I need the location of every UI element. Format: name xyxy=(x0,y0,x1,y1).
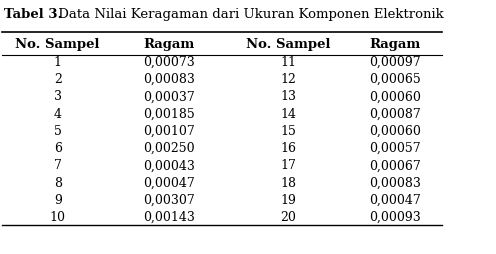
Text: No. Sampel: No. Sampel xyxy=(15,38,100,51)
Text: 7: 7 xyxy=(54,159,62,172)
Text: Ragam: Ragam xyxy=(143,38,194,51)
Text: 0,00060: 0,00060 xyxy=(369,90,421,103)
Text: 0,00067: 0,00067 xyxy=(369,159,421,172)
Text: 0,00047: 0,00047 xyxy=(143,177,194,190)
Text: 0,00307: 0,00307 xyxy=(143,194,194,207)
Text: 15: 15 xyxy=(281,125,297,138)
Text: 0,00107: 0,00107 xyxy=(143,125,194,138)
Text: 0,00057: 0,00057 xyxy=(369,142,421,155)
Text: 0,00250: 0,00250 xyxy=(143,142,194,155)
Text: 0,00143: 0,00143 xyxy=(143,211,194,224)
Text: 19: 19 xyxy=(281,194,297,207)
Text: 0,00093: 0,00093 xyxy=(369,211,421,224)
Text: 3: 3 xyxy=(54,90,62,103)
Text: 0,00097: 0,00097 xyxy=(369,56,421,69)
Text: 4: 4 xyxy=(54,107,62,121)
Text: 16: 16 xyxy=(280,142,297,155)
Text: 0,00083: 0,00083 xyxy=(143,73,194,86)
Text: 1: 1 xyxy=(54,56,62,69)
Text: 0,00185: 0,00185 xyxy=(143,107,194,121)
Text: 13: 13 xyxy=(280,90,297,103)
Text: 0,00073: 0,00073 xyxy=(143,56,194,69)
Text: 18: 18 xyxy=(280,177,297,190)
Text: 0,00037: 0,00037 xyxy=(143,90,194,103)
Text: Ragam: Ragam xyxy=(370,38,421,51)
Text: 5: 5 xyxy=(54,125,62,138)
Text: Tabel 3.: Tabel 3. xyxy=(4,8,62,21)
Text: 0,00060: 0,00060 xyxy=(369,125,421,138)
Text: 0,00083: 0,00083 xyxy=(369,177,421,190)
Text: 0,00087: 0,00087 xyxy=(369,107,421,121)
Text: No. Sampel: No. Sampel xyxy=(246,38,331,51)
Text: 20: 20 xyxy=(281,211,297,224)
Text: 10: 10 xyxy=(50,211,65,224)
Text: 0,00043: 0,00043 xyxy=(143,159,194,172)
Text: 2: 2 xyxy=(54,73,62,86)
Text: 0,00047: 0,00047 xyxy=(369,194,421,207)
Text: 6: 6 xyxy=(54,142,62,155)
Text: 11: 11 xyxy=(280,56,297,69)
Text: 8: 8 xyxy=(54,177,62,190)
Text: 17: 17 xyxy=(281,159,297,172)
Text: 12: 12 xyxy=(281,73,297,86)
Text: 9: 9 xyxy=(54,194,62,207)
Text: 14: 14 xyxy=(280,107,297,121)
Text: 0,00065: 0,00065 xyxy=(369,73,421,86)
Text: Data Nilai Keragaman dari Ukuran Komponen Elektronik: Data Nilai Keragaman dari Ukuran Kompone… xyxy=(54,8,444,21)
